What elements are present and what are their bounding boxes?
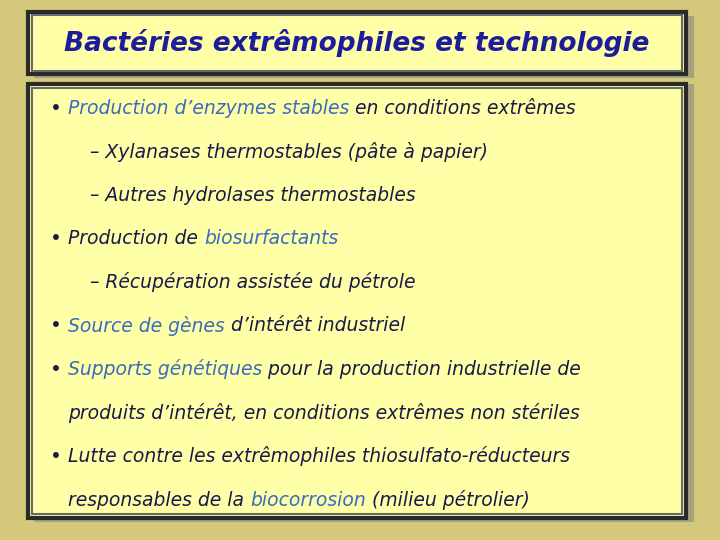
FancyBboxPatch shape xyxy=(28,12,686,74)
Text: •: • xyxy=(50,98,62,118)
Text: biosurfactants: biosurfactants xyxy=(204,229,338,248)
Text: – Autres hydrolases thermostables: – Autres hydrolases thermostables xyxy=(90,186,415,205)
Text: •: • xyxy=(50,229,62,248)
Text: en conditions extrêmes: en conditions extrêmes xyxy=(349,98,576,118)
FancyBboxPatch shape xyxy=(34,16,694,78)
Text: Lutte contre les extrêmophiles thiosulfato-réducteurs: Lutte contre les extrêmophiles thiosulfa… xyxy=(68,447,570,467)
FancyBboxPatch shape xyxy=(32,15,682,71)
Text: •: • xyxy=(50,316,62,335)
Text: •: • xyxy=(50,447,62,466)
Text: d’intérêt industriel: d’intérêt industriel xyxy=(225,316,405,335)
Text: – Xylanases thermostables (pâte à papier): – Xylanases thermostables (pâte à papier… xyxy=(90,141,488,161)
FancyBboxPatch shape xyxy=(32,88,682,514)
Text: – Récupération assistée du pétrole: – Récupération assistée du pétrole xyxy=(90,272,415,292)
Text: •: • xyxy=(50,360,62,379)
FancyBboxPatch shape xyxy=(28,84,686,518)
Text: Source de gènes: Source de gènes xyxy=(68,316,225,336)
Text: responsables de la: responsables de la xyxy=(68,490,250,510)
FancyBboxPatch shape xyxy=(34,84,694,522)
Text: (milieu pétrolier): (milieu pétrolier) xyxy=(366,490,530,510)
Text: Supports génétiques: Supports génétiques xyxy=(68,359,262,379)
Text: produits d’intérêt, en conditions extrêmes non stériles: produits d’intérêt, en conditions extrêm… xyxy=(68,403,580,423)
Text: Production d’enzymes stables: Production d’enzymes stables xyxy=(68,98,349,118)
Text: biocorrosion: biocorrosion xyxy=(250,490,366,510)
Text: Bactéries extrêmophiles et technologie: Bactéries extrêmophiles et technologie xyxy=(64,29,649,57)
Text: Production de: Production de xyxy=(68,229,204,248)
Text: pour la production industrielle de: pour la production industrielle de xyxy=(262,360,581,379)
